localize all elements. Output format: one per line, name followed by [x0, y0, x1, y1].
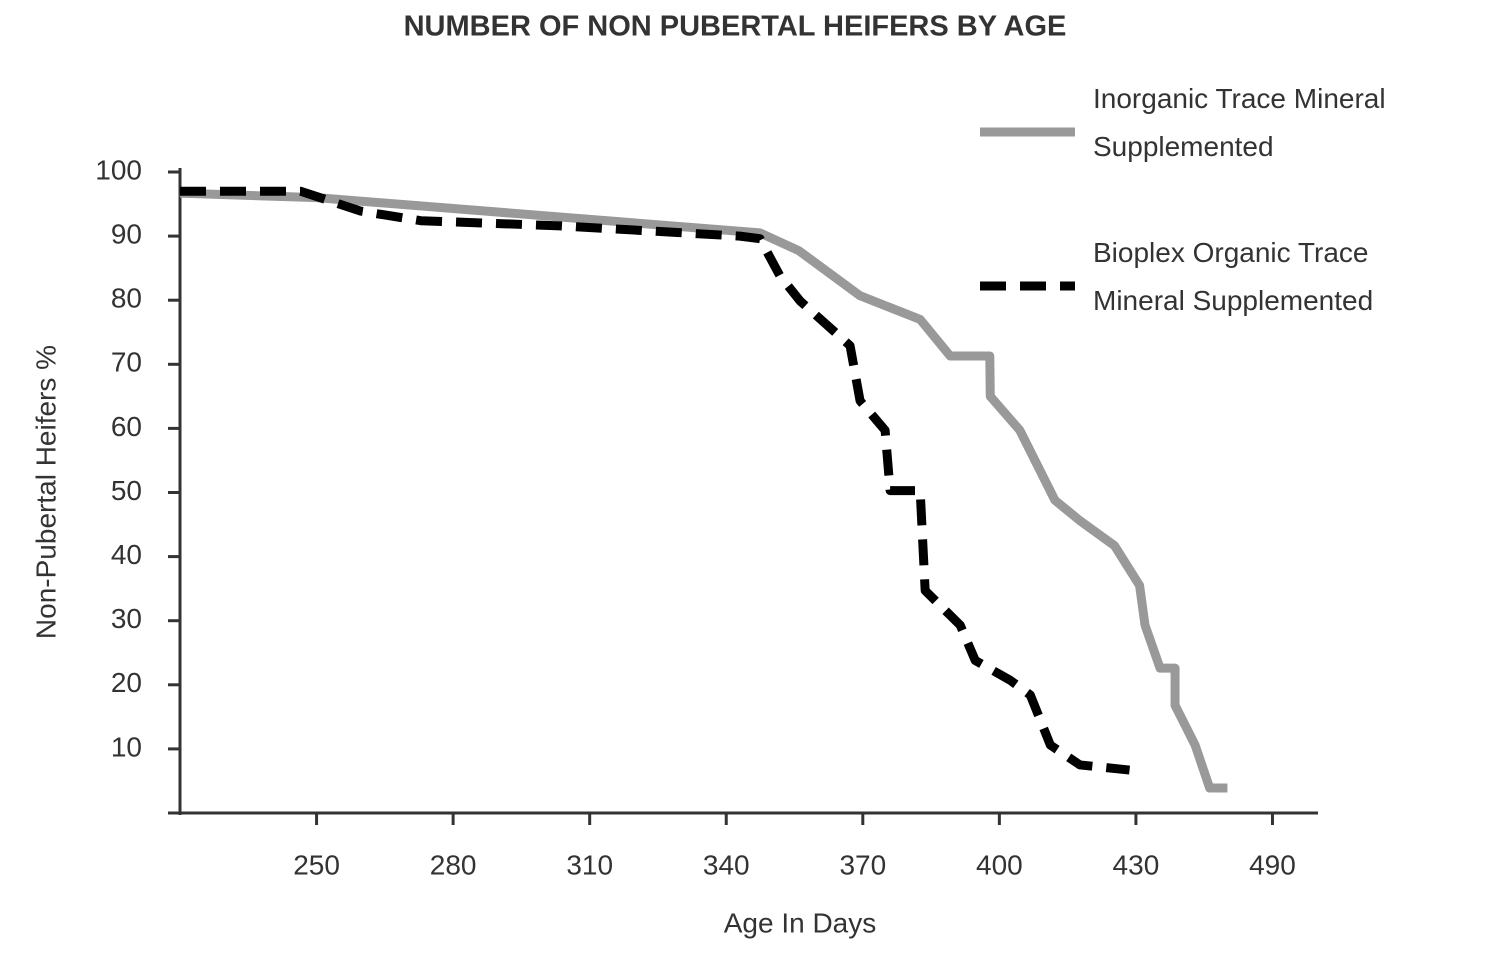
series-line: [180, 186, 1131, 775]
x-tick-label: 340: [703, 849, 750, 880]
y-tick-label: 100: [95, 154, 142, 185]
x-tick-label: 490: [1249, 849, 1296, 880]
x-axis-label: Age In Days: [724, 907, 877, 938]
y-tick-label: 10: [111, 731, 142, 762]
y-tick-label: 20: [111, 667, 142, 698]
x-tick-label: 400: [976, 849, 1023, 880]
x-tick-label: 250: [293, 849, 340, 880]
x-tick-label: 280: [430, 849, 477, 880]
y-tick-label: 70: [111, 347, 142, 378]
legend-label: Bioplex Organic Trace Mineral Supplement…: [1093, 237, 1374, 316]
series-line: [179, 188, 1228, 793]
y-tick-label: 50: [111, 475, 142, 506]
x-tick-label: 430: [1113, 849, 1160, 880]
legend-label: Inorganic Trace Mineral Supplemented: [1093, 83, 1386, 162]
y-tick-label: 40: [111, 539, 142, 570]
y-tick-label: 60: [111, 411, 142, 442]
y-tick-label: 80: [111, 283, 142, 314]
y-axis-label: Non-Pubertal Heifers %: [30, 345, 61, 639]
y-tick-label: 30: [111, 603, 142, 634]
y-tick-label: 90: [111, 218, 142, 249]
chart-title: NUMBER OF NON PUBERTAL HEIFERS BY AGE: [404, 11, 1067, 43]
x-tick-label: 310: [566, 849, 613, 880]
x-tick-label: 370: [839, 849, 886, 880]
